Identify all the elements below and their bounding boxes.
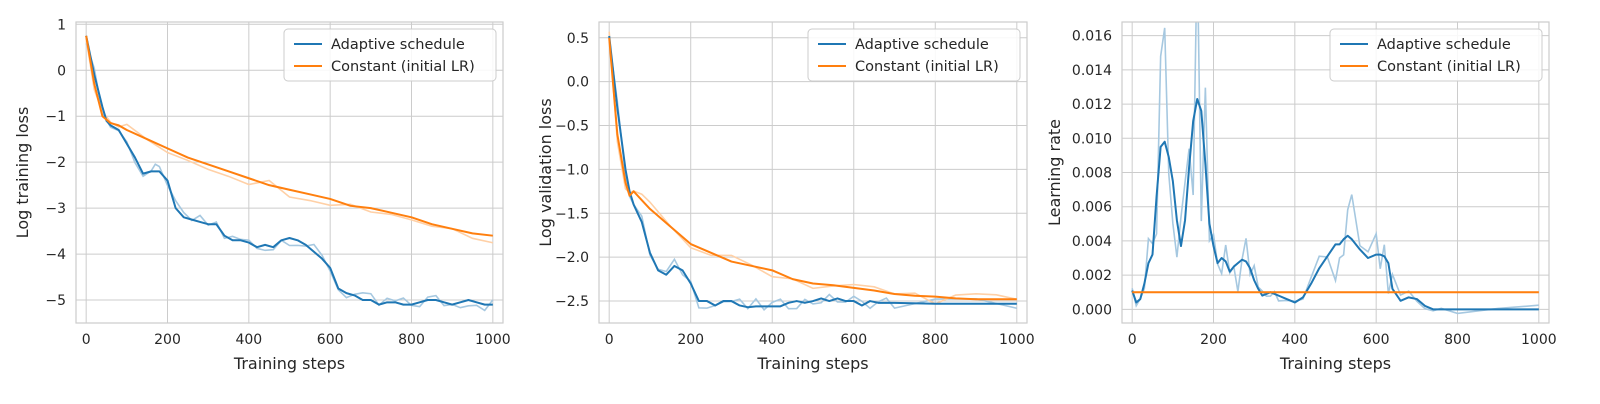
y-tick-label: −2.5: [555, 294, 589, 310]
y-tick-label: 0.0: [567, 75, 589, 91]
y-axis-label: Log training loss: [13, 107, 32, 239]
x-tick-label: 800: [1444, 332, 1471, 348]
y-tick-label: −0.5: [555, 119, 589, 135]
axes-frame: [598, 21, 1028, 324]
legend-box: [283, 28, 497, 82]
series-line-adaptive: [85, 35, 493, 306]
y-tick-label: 0.000: [1072, 302, 1112, 318]
plot-area: [608, 31, 1017, 312]
legend-box: [807, 28, 1021, 82]
y-tick-label: 0.014: [1072, 63, 1112, 79]
legend: Adaptive schedule Constant (initial LR): [283, 28, 497, 82]
y-tick-label: 0.010: [1072, 131, 1112, 147]
series-raw-adaptive: [85, 43, 494, 312]
y-tick-label: 0: [57, 63, 66, 79]
series-raw-adaptive: [1131, 22, 1539, 315]
y-tick-label: 0.002: [1072, 268, 1112, 284]
legend-label: Constant (initial LR): [855, 59, 999, 75]
legend-label: Adaptive schedule: [331, 37, 465, 53]
y-tick-label: −1: [45, 109, 66, 125]
legend-label: Adaptive schedule: [1377, 37, 1511, 53]
x-tick-label: 0: [1128, 332, 1137, 348]
y-tick-label: 0.004: [1072, 234, 1112, 250]
x-tick-label: 400: [1281, 332, 1308, 348]
y-tick-label: −1.5: [555, 206, 589, 222]
y-tick-label: 0.008: [1072, 166, 1112, 182]
x-tick-label: 1000: [475, 332, 511, 348]
chart-learning-rate: 0 200 400 600 800 1000 0.016 0.014 0.012 0.010 0.0…: [1045, 21, 1557, 373]
legend-box: [1329, 28, 1543, 82]
plot-area: [1131, 22, 1539, 315]
x-tick-label: 600: [317, 332, 344, 348]
y-tick-label: 0.016: [1072, 29, 1112, 45]
x-axis-label: Training steps: [233, 354, 345, 373]
x-tick-label: 200: [154, 332, 181, 348]
y-axis-label: Learning rate: [1045, 119, 1064, 226]
legend-label: Constant (initial LR): [1377, 59, 1521, 75]
chart-training-loss: 0 200 400 600 800 1000 1 0 −1 −2 −3 −4 −5 Training st…: [13, 17, 511, 373]
y-tick-label: −3: [45, 201, 66, 217]
legend-label: Constant (initial LR): [331, 59, 475, 75]
y-tick-label: −2: [45, 155, 66, 171]
y-tick-label: 0.012: [1072, 97, 1112, 113]
y-tick-label: −4: [45, 247, 66, 263]
x-tick-label: 0: [605, 332, 614, 348]
x-tick-label: 200: [677, 332, 704, 348]
x-tick-label: 800: [398, 332, 425, 348]
plot-area: [85, 35, 494, 312]
x-tick-label: 1000: [999, 332, 1035, 348]
x-tick-label: 400: [235, 332, 262, 348]
y-axis-label: Log validation loss: [536, 98, 555, 246]
series-line-constant: [85, 35, 493, 237]
y-tick-label: 0.5: [567, 31, 589, 47]
axes-frame: [75, 21, 504, 324]
x-tick-label: 1000: [1521, 332, 1557, 348]
y-tick-label: 1: [57, 17, 66, 33]
y-tick-label: −1.0: [555, 162, 589, 178]
x-axis-label: Training steps: [756, 354, 868, 373]
x-tick-label: 400: [759, 332, 786, 348]
y-tick-label: −5: [45, 293, 66, 309]
x-tick-label: 600: [840, 332, 867, 348]
legend-label: Adaptive schedule: [855, 37, 989, 53]
x-tick-label: 200: [1200, 332, 1227, 348]
axes-frame: [1121, 21, 1550, 324]
y-tick-label: 0.006: [1072, 200, 1112, 216]
legend: Adaptive schedule Constant (initial LR): [807, 28, 1021, 82]
y-tick-label: −2.0: [555, 250, 589, 266]
legend: Adaptive schedule Constant (initial LR): [1329, 28, 1543, 82]
series-line-adaptive: [608, 35, 1017, 309]
x-tick-label: 800: [922, 332, 949, 348]
x-tick-label: 0: [82, 332, 91, 348]
x-axis-label: Training steps: [1279, 354, 1391, 373]
x-tick-label: 600: [1363, 332, 1390, 348]
series-line-constant: [608, 37, 1017, 301]
chart-validation-loss: 0 200 400 600 800 1000 0.5 0.0 −0.5 −1.0 −1.5 −2.0 −…: [536, 21, 1035, 373]
